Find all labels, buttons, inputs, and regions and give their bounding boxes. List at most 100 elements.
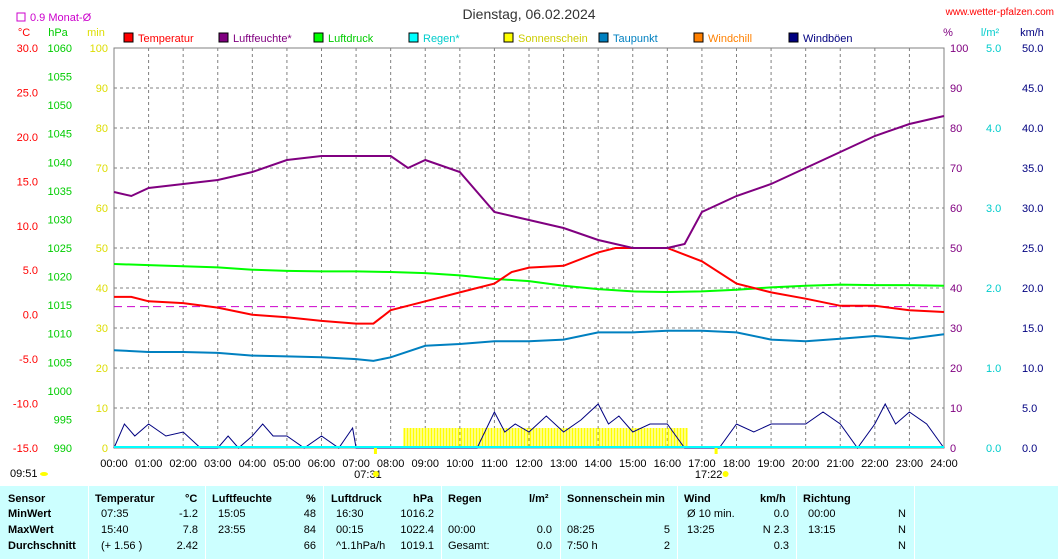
legend-swatch xyxy=(598,32,609,43)
temp-tick: 20.0 xyxy=(17,132,38,144)
x-tick: 11:00 xyxy=(481,458,508,470)
site-link[interactable]: www.wetter-pfalzen.com xyxy=(945,7,1054,18)
x-tick: 24:00 xyxy=(930,458,958,470)
legend-label: Sonnenschein xyxy=(518,33,588,45)
x-tick: 14:00 xyxy=(584,458,612,470)
table-cell-pres-time: ^1.1hPa/h xyxy=(336,540,386,552)
header-humidity: Luftfeuchte xyxy=(212,493,272,505)
legend-label: Luftdruck xyxy=(328,33,374,45)
sunset-label: 17:22 xyxy=(695,469,723,481)
hpa-tick: 1015 xyxy=(48,300,72,312)
sunset-icon xyxy=(722,471,729,477)
table-cell-temp-time: (+ 1.56 ) xyxy=(101,540,143,552)
x-tick: 01:00 xyxy=(135,458,163,470)
min-tick: 40 xyxy=(96,283,108,295)
x-tick: 17:00 xyxy=(688,458,716,470)
table-cell-pres-time: 00:15 xyxy=(336,524,364,536)
x-tick: 19:00 xyxy=(757,458,785,470)
x-tick: 07:00 xyxy=(342,458,370,470)
hpa-tick: 1050 xyxy=(48,100,72,112)
legend-label: Windböen xyxy=(803,33,853,45)
min-tick: 30 xyxy=(96,323,108,335)
sunset-tick xyxy=(714,448,718,454)
temp-tick: 5.0 xyxy=(23,265,38,277)
kmh-tick: 50.0 xyxy=(1022,43,1043,55)
legend-label: Windchill xyxy=(708,33,752,45)
legend-swatch xyxy=(503,32,514,43)
x-tick: 20:00 xyxy=(792,458,820,470)
hpa-tick: 995 xyxy=(54,414,72,426)
pct-tick: 90 xyxy=(950,83,962,95)
table-cell-sun-val: 5 xyxy=(663,524,670,536)
x-tick: 13:00 xyxy=(550,458,578,470)
sunrise-icon xyxy=(372,471,379,477)
min-tick: 50 xyxy=(96,243,108,255)
x-tick: 12:00 xyxy=(515,458,543,470)
header-pressure: Luftdruck xyxy=(331,493,382,505)
pct-unit: % xyxy=(943,27,953,39)
table-cell-rain-time: Gesamt: xyxy=(448,540,490,552)
header-wind-unit: km/h xyxy=(760,493,786,505)
table-cell-rain-val: 0.0 xyxy=(536,524,552,536)
legend-label: Temperatur xyxy=(138,33,194,45)
kmh-tick: 20.0 xyxy=(1022,283,1043,295)
hpa-tick: 1035 xyxy=(48,186,72,198)
legend-label: Taupunkt xyxy=(613,33,658,45)
pct-tick: 0 xyxy=(950,443,956,455)
min-tick: 10 xyxy=(96,403,108,415)
x-tick: 05:00 xyxy=(273,458,301,470)
table-cell-hum-val: 66 xyxy=(303,540,316,552)
min-tick: 60 xyxy=(96,203,108,215)
x-tick: 00:00 xyxy=(100,458,128,470)
min-tick: 70 xyxy=(96,163,108,175)
header-rain-unit: l/m² xyxy=(529,493,549,505)
table-cell-wind-time: 13:25 xyxy=(687,524,715,536)
hpa-tick: 1000 xyxy=(48,386,72,398)
hpa-tick: 1025 xyxy=(48,243,72,255)
legend-swatch xyxy=(123,32,134,43)
kmh-tick: 30.0 xyxy=(1022,203,1043,215)
kmh-tick: 15.0 xyxy=(1022,323,1043,335)
table-cell-temp-val: 7.8 xyxy=(182,524,198,536)
table-cell-dir-time: 00:00 xyxy=(808,508,836,520)
table-cell-hum-time: 15:05 xyxy=(218,508,246,520)
header-temperature: Temperatur xyxy=(95,493,155,505)
pct-tick: 50 xyxy=(950,243,962,255)
min-tick: 0 xyxy=(102,443,108,455)
kmh-tick: 5.0 xyxy=(1022,403,1037,415)
lm2-tick: 4.0 xyxy=(986,123,1001,135)
series-temperatur xyxy=(114,247,945,325)
table-cell-sun-val: 2 xyxy=(663,540,670,552)
legend-swatch xyxy=(218,32,229,43)
avg-marker-icon xyxy=(16,12,26,22)
kmh-tick: 35.0 xyxy=(1022,163,1043,175)
legend-swatch xyxy=(788,32,799,43)
table-cell-dir-val: N xyxy=(898,524,906,536)
x-tick: 16:00 xyxy=(654,458,682,470)
hpa-tick: 1020 xyxy=(48,272,72,284)
temp-tick: 25.0 xyxy=(17,87,38,99)
header-rain: Regen xyxy=(448,493,482,505)
x-tick: 08:00 xyxy=(377,458,405,470)
hpa-unit: hPa xyxy=(48,27,68,39)
x-tick: 23:00 xyxy=(896,458,924,470)
temp-tick: 15.0 xyxy=(17,176,38,188)
table-cell-hum-val: 84 xyxy=(303,524,316,536)
x-tick: 06:00 xyxy=(308,458,336,470)
pct-tick: 100 xyxy=(950,43,968,55)
hpa-tick: 1045 xyxy=(48,129,72,141)
table-cell-rain-val: 0.0 xyxy=(536,540,552,552)
x-tick: 02:00 xyxy=(169,458,197,470)
kmh-tick: 0.0 xyxy=(1022,443,1037,455)
legend-label: Regen* xyxy=(423,33,460,45)
legend-swatch xyxy=(313,32,324,43)
table-cell-sun-time: 7:50 h xyxy=(567,540,598,552)
bottom-time: 09:51 xyxy=(10,468,38,480)
pct-tick: 10 xyxy=(950,403,962,415)
table-cell-label: MinWert xyxy=(8,508,52,520)
kmh-tick: 45.0 xyxy=(1022,83,1043,95)
x-tick: 09:00 xyxy=(411,458,439,470)
min-tick: 80 xyxy=(96,123,108,135)
kmh-tick: 40.0 xyxy=(1022,123,1043,135)
min-tick: 90 xyxy=(96,83,108,95)
